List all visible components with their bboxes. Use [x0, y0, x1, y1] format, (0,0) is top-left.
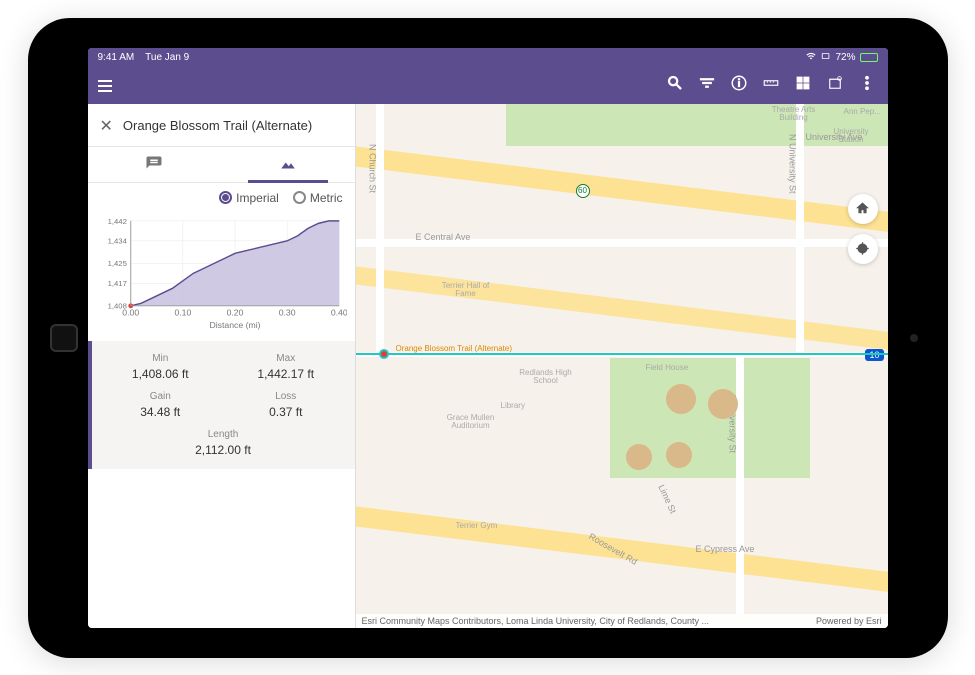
label-central: E Central Ave: [416, 232, 471, 242]
stat-min-label: Min: [100, 353, 222, 364]
locate-button[interactable]: [848, 234, 878, 264]
trail-line: [356, 353, 888, 355]
field-2: [708, 389, 738, 419]
radio-metric-label: Metric: [310, 191, 343, 205]
trail-marker: [379, 349, 389, 359]
unit-toggle: Imperial Metric: [88, 183, 355, 213]
stat-max: Max 1,442.17 ft: [225, 353, 347, 381]
battery-pct: 72%: [835, 52, 855, 63]
status-time: 9:41 AM: [98, 52, 135, 63]
elevation-chart: 1,4081,4171,4251,4341,4420.000.100.200.3…: [88, 213, 355, 337]
wifi-icon: [805, 51, 817, 64]
tab-elevation[interactable]: [221, 147, 355, 182]
label-cypress: E Cypress Ave: [696, 544, 755, 554]
place-station: University Station: [824, 128, 879, 146]
route-badge: 60: [576, 184, 590, 198]
toolbar-actions: [666, 74, 882, 97]
svg-text:1,442: 1,442: [107, 216, 126, 225]
status-right: 72%: [805, 51, 877, 64]
tablet-frame: 9:41 AM Tue Jan 9 72%: [28, 18, 948, 658]
attribution-right: Powered by Esri: [816, 616, 882, 626]
label-church: N Church St: [368, 144, 378, 193]
radio-imperial-label: Imperial: [236, 191, 279, 205]
stat-max-value: 1,442.17 ft: [225, 367, 347, 381]
stat-min-value: 1,408.06 ft: [100, 367, 222, 381]
label-lime: Lime St: [656, 483, 678, 515]
svg-text:1,425: 1,425: [107, 259, 126, 268]
status-bar: 9:41 AM Tue Jan 9 72%: [88, 48, 888, 68]
stat-max-label: Max: [225, 353, 347, 364]
panel-header: ✕ Orange Blossom Trail (Alternate): [88, 104, 355, 147]
stats-block: Min 1,408.06 ft Max 1,442.17 ft Gain 34.…: [88, 341, 355, 469]
road-s-univ: [736, 354, 744, 614]
app-toolbar: [88, 68, 888, 104]
map[interactable]: 60 10 N Church St E Central Ave N Univer…: [356, 104, 888, 628]
map-attribution: Esri Community Maps Contributors, Loma L…: [356, 614, 888, 628]
place-terrier-gym: Terrier Gym: [456, 522, 498, 531]
home-extent-button[interactable]: [848, 194, 878, 224]
field-1: [666, 384, 696, 414]
hwy-badge: 10: [865, 349, 883, 361]
stat-length-value: 2,112.00 ft: [100, 443, 347, 457]
road-church: [376, 104, 384, 354]
more-icon[interactable]: [858, 74, 876, 97]
stat-gain: Gain 34.48 ft: [100, 391, 222, 419]
filter-icon[interactable]: [698, 74, 716, 97]
svg-text:0.40: 0.40: [330, 307, 346, 317]
svg-text:1,417: 1,417: [107, 279, 126, 288]
stat-loss-label: Loss: [225, 391, 347, 402]
panel-tabs: [88, 147, 355, 183]
map-highway-3: [334, 504, 887, 609]
place-theatre: Theatre Arts Building: [764, 106, 824, 124]
grid-icon[interactable]: [794, 74, 812, 97]
status-time-date: 9:41 AM Tue Jan 9: [98, 52, 190, 63]
home-button[interactable]: [50, 324, 78, 352]
svg-text:0.30: 0.30: [278, 307, 295, 317]
stat-loss-value: 0.37 ft: [225, 405, 347, 419]
stat-gain-value: 34.48 ft: [100, 405, 222, 419]
place-terrier-hall: Terrier Hall of Fame: [436, 282, 496, 300]
side-panel: ✕ Orange Blossom Trail (Alternate) Imper…: [88, 104, 356, 628]
field-3: [626, 444, 652, 470]
battery-icon: [860, 53, 878, 62]
panel-title: Orange Blossom Trail (Alternate): [123, 118, 312, 133]
battery-rect-icon: [821, 51, 831, 64]
place-field-house: Field House: [646, 364, 689, 373]
search-icon[interactable]: [666, 74, 684, 97]
info-icon[interactable]: [730, 74, 748, 97]
trail-label: Orange Blossom Trail (Alternate): [396, 344, 513, 353]
attribution-left: Esri Community Maps Contributors, Loma L…: [362, 616, 709, 626]
stat-length: Length 2,112.00 ft: [100, 429, 347, 457]
radio-metric[interactable]: Metric: [293, 191, 343, 205]
front-camera: [910, 334, 918, 342]
stat-loss: Loss 0.37 ft: [225, 391, 347, 419]
stat-min: Min 1,408.06 ft: [100, 353, 222, 381]
field-4: [666, 442, 692, 468]
measure-icon[interactable]: [762, 74, 780, 97]
svg-text:1,434: 1,434: [107, 236, 127, 245]
basemap-icon[interactable]: [826, 74, 844, 97]
elevation-chart-svg: 1,4081,4171,4251,4341,4420.000.100.200.3…: [96, 213, 347, 333]
stat-length-label: Length: [100, 429, 347, 440]
svg-text:Distance (mi): Distance (mi): [209, 320, 260, 330]
tab-details[interactable]: [88, 147, 222, 182]
place-library: Library: [501, 402, 525, 411]
map-controls: [848, 194, 878, 264]
menu-icon[interactable]: [94, 76, 116, 96]
content: ✕ Orange Blossom Trail (Alternate) Imper…: [88, 104, 888, 628]
status-date: Tue Jan 9: [145, 52, 189, 63]
close-icon[interactable]: ✕: [98, 114, 115, 138]
place-grace: Grace Mullen Auditorium: [436, 414, 506, 432]
radio-imperial[interactable]: Imperial: [219, 191, 279, 205]
place-redlands-hs: Redlands High School: [511, 369, 581, 387]
svg-text:0.20: 0.20: [226, 307, 243, 317]
svg-text:0.10: 0.10: [174, 307, 191, 317]
label-n-univ: N University St: [788, 134, 798, 194]
screen: 9:41 AM Tue Jan 9 72%: [88, 48, 888, 628]
svg-text:0.00: 0.00: [122, 307, 139, 317]
place-ann: Ann Pep...: [844, 108, 881, 117]
stat-gain-label: Gain: [100, 391, 222, 402]
